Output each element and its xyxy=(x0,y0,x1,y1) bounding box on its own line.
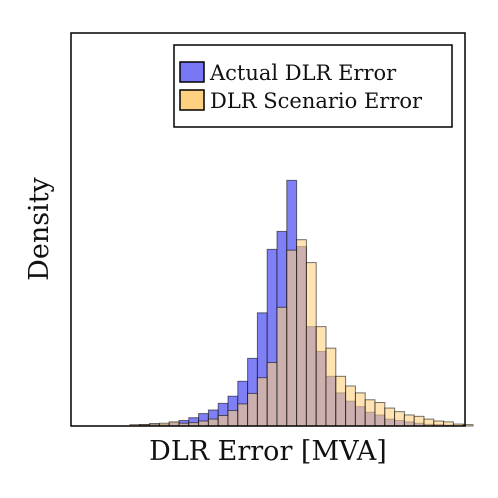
legend-label-scenario: DLR Scenario Error xyxy=(210,89,423,113)
bar-scenario xyxy=(247,392,258,427)
bar-scenario xyxy=(266,362,278,427)
bar-scenario xyxy=(335,375,347,427)
bar-scenario xyxy=(423,418,435,427)
x-axis-label: DLR Error [MVA] xyxy=(149,436,387,467)
y-axis-label: Density xyxy=(24,176,55,280)
legend-swatch-actual xyxy=(179,61,205,83)
bar-scenario xyxy=(286,249,298,427)
bar-scenario xyxy=(354,392,366,427)
bar-scenario xyxy=(237,403,249,427)
legend-label-actual: Actual DLR Error xyxy=(209,61,397,85)
legend: Actual DLR Error DLR Scenario Error xyxy=(173,44,453,128)
scenario-error-bars xyxy=(129,239,474,427)
legend-swatch-scenario xyxy=(179,89,205,111)
plot-frame xyxy=(70,32,466,427)
bar-scenario xyxy=(227,410,239,427)
bar-scenario xyxy=(217,415,229,427)
bar-scenario xyxy=(296,239,307,427)
bar-scenario xyxy=(413,415,425,427)
bar-scenario xyxy=(384,407,396,427)
bar-scenario xyxy=(207,418,219,427)
legend-box xyxy=(173,44,453,128)
bar-scenario xyxy=(394,411,405,427)
bar-scenario xyxy=(364,399,376,427)
bar-scenario xyxy=(315,326,327,427)
bar-scenario xyxy=(325,347,337,427)
bar-scenario xyxy=(305,262,317,427)
bar-scenario xyxy=(276,306,288,427)
bar-scenario xyxy=(374,402,386,427)
bar-scenario xyxy=(403,414,415,427)
bar-scenario xyxy=(345,385,356,427)
bar-scenario xyxy=(256,377,268,427)
